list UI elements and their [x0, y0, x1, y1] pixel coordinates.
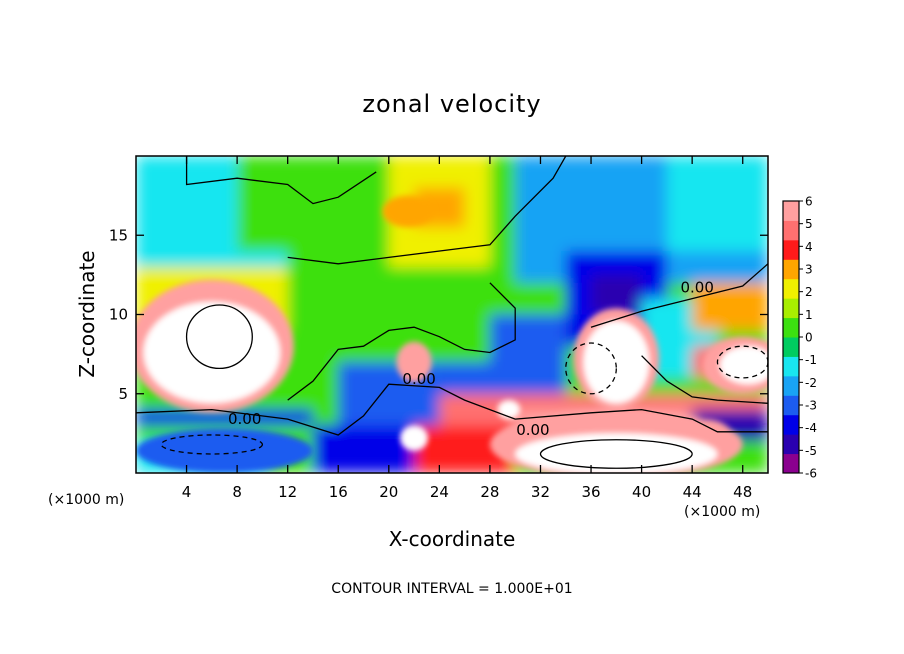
x-tick-label: 36 — [581, 483, 600, 501]
colorbar-swatch — [783, 453, 799, 474]
zero-contour-line — [287, 282, 516, 401]
y-tick-label: 5 — [118, 385, 128, 403]
colorbar-tick-label: 3 — [805, 263, 813, 277]
x-tick-label: 28 — [480, 483, 499, 501]
field-region — [136, 409, 313, 426]
x-tick-label: 40 — [632, 483, 651, 501]
colorbar-swatch — [783, 414, 799, 435]
zero-contour-line — [590, 263, 768, 328]
colorbar-tick-label: 2 — [805, 285, 813, 299]
y-axis-label: Z-coordinate — [75, 250, 99, 377]
x-tick-label: 24 — [430, 483, 449, 501]
colorbar-tick-label: -5 — [805, 444, 817, 458]
colorbar-swatch — [783, 356, 799, 377]
contour-label: 0.00 — [228, 410, 261, 428]
field-region — [312, 425, 415, 473]
colorbar-tick-label: 6 — [805, 195, 813, 209]
x-tick-label: 12 — [278, 483, 297, 501]
colorbar-tick-label: 1 — [805, 308, 813, 322]
x-axis-label: X-coordinate — [389, 527, 516, 551]
x-units-right: (×1000 m) — [684, 504, 760, 520]
colorbar-tick-label: -1 — [805, 353, 817, 367]
velocity-field — [136, 156, 768, 473]
field-region — [666, 156, 768, 252]
x-tick-label: 32 — [531, 483, 550, 501]
colorbar-swatch — [783, 337, 799, 357]
colorbar-tick-label: -3 — [805, 399, 817, 413]
x-tick-label: 16 — [329, 483, 348, 501]
colorbar-tick-label: 4 — [805, 240, 813, 254]
negative-contour-line — [565, 342, 617, 395]
colorbar-swatch — [783, 375, 799, 396]
colorbar-tick-label: -4 — [805, 421, 817, 435]
field-feature — [143, 301, 281, 404]
x-tick-label: 20 — [379, 483, 398, 501]
field-region — [692, 282, 768, 331]
x-tick-label: 8 — [232, 483, 242, 501]
x-tick-label: 44 — [683, 483, 702, 501]
contour-label: 0.00 — [516, 421, 549, 439]
field-feature — [719, 346, 768, 385]
chart-title: zonal velocity — [362, 90, 541, 118]
zero-contour-line — [641, 355, 768, 404]
colorbar-swatch — [783, 434, 799, 455]
colorbar-swatch — [783, 395, 799, 416]
x-units-left: (×1000 m) — [48, 492, 124, 508]
field-feature — [396, 341, 432, 383]
zero-contour-line — [287, 156, 567, 265]
x-tick-label: 48 — [733, 483, 752, 501]
field-feature — [136, 428, 313, 473]
field-feature — [583, 320, 650, 404]
colorbar-swatch — [783, 278, 799, 299]
field-region — [591, 274, 642, 315]
colorbar-tick-label: 5 — [805, 217, 813, 231]
positive-contour-line — [539, 439, 693, 469]
colorbar-swatch — [783, 239, 799, 260]
contour-interval-note: CONTOUR INTERVAL = 1.000E+01 — [331, 581, 572, 597]
colorbar-tick-label: 0 — [805, 331, 813, 345]
colorbar-tick-label: -2 — [805, 376, 817, 390]
contour-label: 0.00 — [681, 278, 714, 296]
colorbar-swatch — [783, 317, 799, 338]
colorbar-swatch — [783, 220, 799, 241]
colorbar: 6 5 4 3 2 1 0 -1 -2 -3 -4 -5 -6 — [782, 195, 817, 481]
y-tick-label: 10 — [109, 306, 128, 324]
field-feature — [382, 195, 434, 228]
colorbar-swatch — [783, 298, 799, 319]
x-tick-label: 4 — [182, 483, 192, 501]
negative-contour-line — [160, 434, 264, 455]
positive-contour-line — [185, 304, 253, 370]
zero-contour-line — [185, 156, 377, 205]
zero-contour-line — [136, 383, 768, 436]
colorbar-tick-label: -6 — [805, 467, 817, 481]
y-tick-label: 15 — [109, 226, 128, 244]
colorbar-swatch — [783, 201, 799, 221]
colorbar-swatch — [783, 259, 799, 280]
field-feature — [400, 425, 428, 451]
contour-label: 0.00 — [402, 370, 435, 388]
